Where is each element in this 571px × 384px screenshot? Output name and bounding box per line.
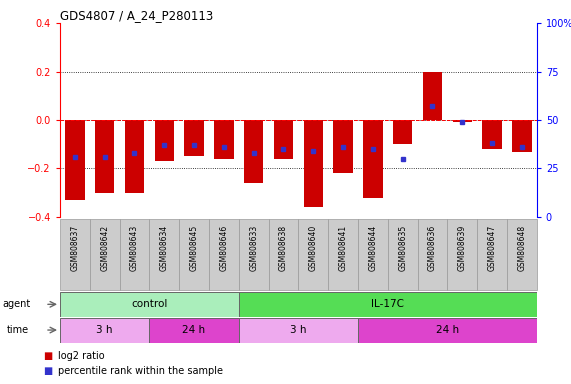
Bar	[328, 219, 358, 290]
Text: GSM808634: GSM808634	[160, 225, 169, 271]
Bar	[65, 120, 85, 200]
Bar	[268, 219, 298, 290]
Bar	[184, 120, 204, 156]
Bar	[507, 219, 537, 290]
Bar	[125, 120, 144, 193]
Text: control: control	[131, 299, 167, 310]
Bar	[90, 219, 119, 290]
Text: GSM808635: GSM808635	[398, 225, 407, 271]
Bar	[155, 120, 174, 161]
Text: log2 ratio: log2 ratio	[58, 351, 105, 361]
Text: GSM808640: GSM808640	[309, 225, 317, 271]
Bar	[179, 219, 209, 290]
Bar	[244, 120, 263, 183]
Text: GSM808637: GSM808637	[70, 225, 79, 271]
Bar	[358, 219, 388, 290]
Bar	[482, 120, 502, 149]
Bar	[239, 318, 358, 343]
Text: GSM808641: GSM808641	[339, 225, 348, 271]
Text: GDS4807 / A_24_P280113: GDS4807 / A_24_P280113	[60, 9, 213, 22]
Text: GSM808644: GSM808644	[368, 225, 377, 271]
Text: GSM808633: GSM808633	[249, 225, 258, 271]
Bar	[417, 219, 447, 290]
Text: GSM808646: GSM808646	[219, 225, 228, 271]
Text: agent: agent	[3, 299, 31, 309]
Text: 24 h: 24 h	[436, 325, 459, 335]
Text: 24 h: 24 h	[183, 325, 206, 335]
Bar	[388, 219, 417, 290]
Text: percentile rank within the sample: percentile rank within the sample	[58, 366, 223, 376]
Bar	[299, 219, 328, 290]
Text: GSM808648: GSM808648	[517, 225, 526, 271]
Bar	[477, 219, 507, 290]
Text: 3 h: 3 h	[290, 325, 307, 335]
Bar	[423, 71, 442, 120]
Bar	[119, 219, 150, 290]
Bar	[239, 219, 268, 290]
Bar	[60, 292, 239, 317]
Bar	[214, 120, 234, 159]
Text: ■: ■	[43, 366, 52, 376]
Bar	[60, 318, 150, 343]
Text: GSM808638: GSM808638	[279, 225, 288, 271]
Text: GSM808636: GSM808636	[428, 225, 437, 271]
Bar	[363, 120, 383, 198]
Text: GSM808643: GSM808643	[130, 225, 139, 271]
Text: GSM808639: GSM808639	[458, 225, 467, 271]
Bar	[304, 120, 323, 207]
Bar	[150, 318, 239, 343]
Bar	[512, 120, 532, 152]
Text: time: time	[7, 325, 29, 335]
Text: ■: ■	[43, 351, 52, 361]
Text: 3 h: 3 h	[96, 325, 113, 335]
Text: GSM808647: GSM808647	[488, 225, 497, 271]
Bar	[150, 219, 179, 290]
Bar	[274, 120, 293, 159]
Bar	[333, 120, 353, 173]
Bar	[239, 292, 537, 317]
Bar	[393, 120, 412, 144]
Bar	[60, 219, 90, 290]
Bar	[95, 120, 114, 193]
Bar	[453, 120, 472, 122]
Bar	[447, 219, 477, 290]
Bar	[209, 219, 239, 290]
Text: IL-17C: IL-17C	[371, 299, 404, 310]
Bar	[358, 318, 537, 343]
Text: GSM808645: GSM808645	[190, 225, 199, 271]
Text: GSM808642: GSM808642	[100, 225, 109, 271]
